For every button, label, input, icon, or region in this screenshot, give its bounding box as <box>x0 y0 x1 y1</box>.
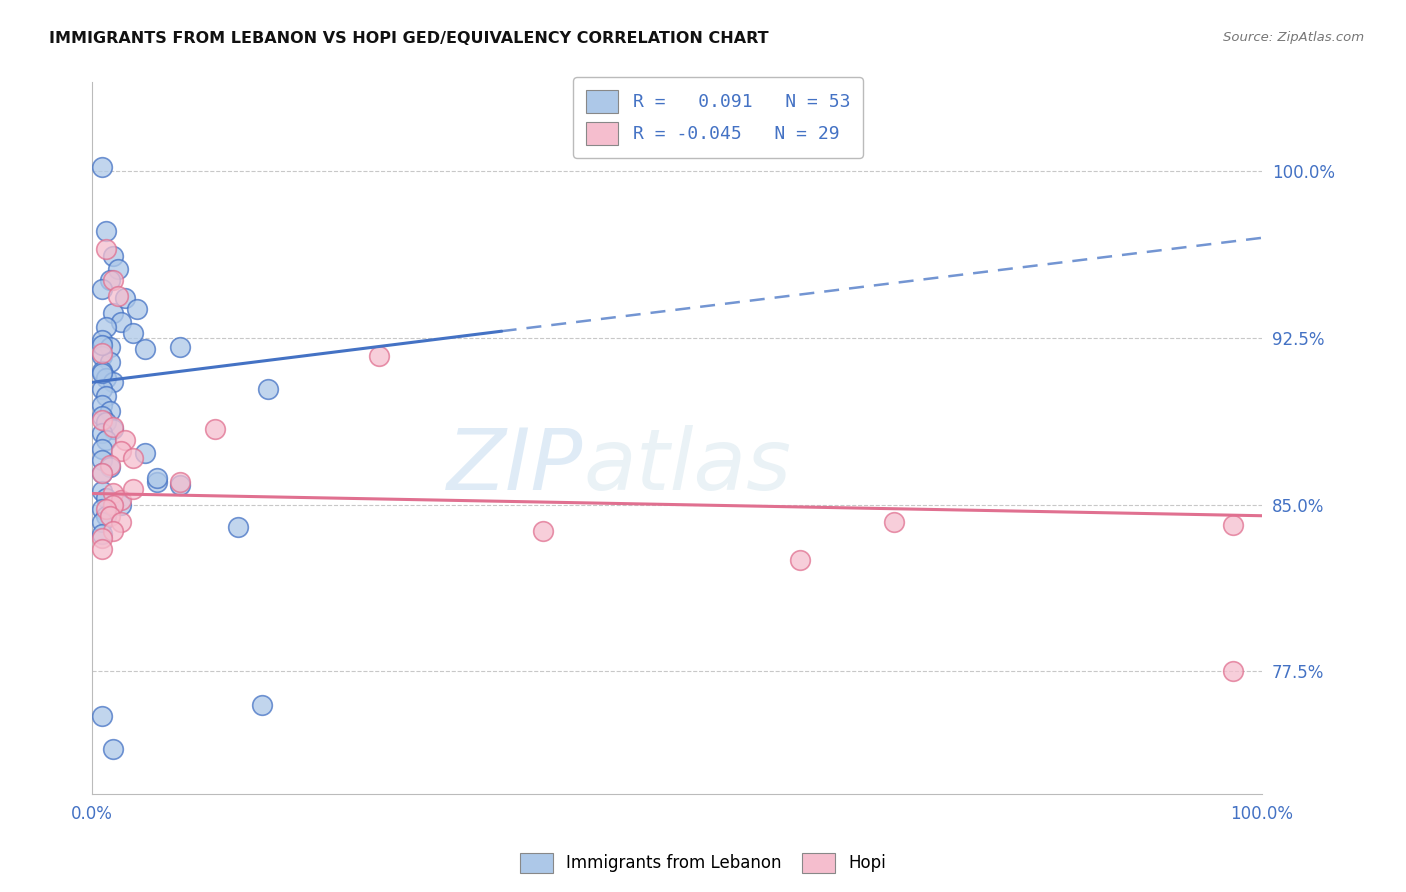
Point <box>90 333 112 347</box>
Point <box>90 282 112 296</box>
Point <box>90 349 112 363</box>
Point <box>103 422 125 436</box>
Point <box>122 326 145 341</box>
Point <box>110 315 132 329</box>
Point <box>96 415 118 429</box>
Point <box>90 453 112 467</box>
Point <box>145 475 167 490</box>
Point <box>98 458 121 472</box>
Point <box>90 160 112 174</box>
Text: IMMIGRANTS FROM LEBANON VS HOPI GED/EQUIVALENCY CORRELATION CHART: IMMIGRANTS FROM LEBANON VS HOPI GED/EQUI… <box>49 31 769 46</box>
Point <box>90 516 112 530</box>
Point <box>103 273 125 287</box>
Point <box>134 446 156 460</box>
Point <box>90 484 112 499</box>
Point <box>90 709 112 723</box>
Point <box>96 433 118 447</box>
Point <box>789 553 811 567</box>
Point <box>90 526 112 541</box>
Point <box>90 426 112 441</box>
Point <box>103 306 125 320</box>
Point <box>90 531 112 545</box>
Point <box>1222 665 1244 679</box>
Point <box>90 382 112 396</box>
Point <box>98 459 121 474</box>
Point <box>98 404 121 418</box>
Point <box>96 389 118 403</box>
Point <box>134 342 156 356</box>
Point <box>1222 517 1244 532</box>
Point <box>90 364 112 378</box>
Point <box>96 371 118 385</box>
Point <box>90 337 112 351</box>
Point <box>103 249 125 263</box>
Point <box>96 502 118 516</box>
Text: atlas: atlas <box>583 425 792 508</box>
Point <box>107 261 129 276</box>
Point <box>110 498 132 512</box>
Point <box>98 355 121 369</box>
Point <box>110 516 132 530</box>
Point <box>103 376 125 390</box>
Text: Source: ZipAtlas.com: Source: ZipAtlas.com <box>1223 31 1364 45</box>
Point <box>90 542 112 557</box>
Point <box>96 242 118 256</box>
Point <box>145 471 167 485</box>
Point <box>169 475 191 490</box>
Point <box>367 349 389 363</box>
Point <box>96 224 118 238</box>
Point <box>103 498 125 512</box>
Point <box>883 516 905 530</box>
Point <box>90 467 112 481</box>
Legend: Immigrants from Lebanon, Hopi: Immigrants from Lebanon, Hopi <box>513 847 893 880</box>
Point <box>250 698 273 712</box>
Point <box>90 467 112 481</box>
Point <box>90 367 112 381</box>
Point <box>114 291 136 305</box>
Point <box>103 524 125 539</box>
Point <box>114 433 136 447</box>
Point <box>110 493 132 508</box>
Point <box>122 450 145 465</box>
Point <box>122 482 145 496</box>
Point <box>228 520 250 534</box>
Point <box>98 508 121 523</box>
Point <box>90 413 112 427</box>
Point <box>103 419 125 434</box>
Point <box>107 288 129 302</box>
Point <box>103 742 125 756</box>
Point <box>125 301 148 316</box>
Point <box>98 340 121 354</box>
Point <box>256 382 278 396</box>
Point <box>90 502 112 516</box>
Point <box>169 477 191 491</box>
Legend: R =   0.091   N = 53, R = -0.045   N = 29: R = 0.091 N = 53, R = -0.045 N = 29 <box>574 77 863 158</box>
Point <box>110 444 132 458</box>
Point <box>531 524 554 539</box>
Text: ZIP: ZIP <box>447 425 583 508</box>
Point <box>90 398 112 412</box>
Point <box>90 442 112 456</box>
Point <box>103 498 125 512</box>
Point <box>90 346 112 360</box>
Point <box>98 273 121 287</box>
Point <box>204 422 226 436</box>
Point <box>169 340 191 354</box>
Point <box>90 409 112 423</box>
Point <box>96 319 118 334</box>
Point <box>96 508 118 523</box>
Point <box>103 486 125 500</box>
Point <box>96 491 118 505</box>
